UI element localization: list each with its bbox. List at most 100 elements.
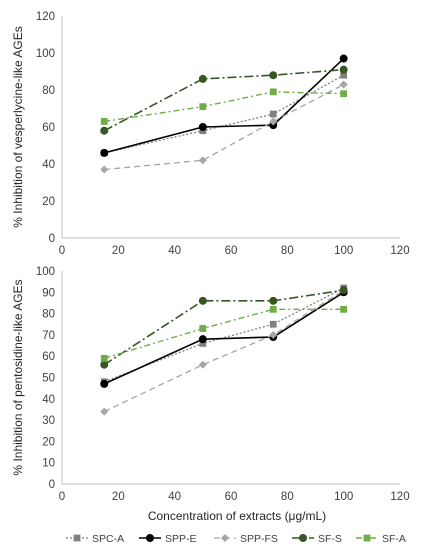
x-tick-label: 0: [59, 491, 65, 503]
legend-label: SF-S: [318, 533, 342, 545]
series-sf-a: [100, 88, 348, 125]
y-tick-label: 50: [42, 373, 55, 385]
legend-entry-spp-fs: SPP-FS: [214, 533, 278, 545]
series-spp-e: [100, 54, 348, 157]
series-line-spp-e: [104, 57, 345, 154]
x-tick-label: 0: [59, 245, 65, 257]
x-tick-label: 60: [225, 245, 238, 257]
data-point-sf-s: [269, 296, 278, 305]
data-point-spp-fs: [100, 407, 109, 416]
data-point-spp-e: [198, 335, 207, 344]
data-point-spp-fs: [100, 165, 109, 174]
legend-label: SPP-E: [165, 533, 197, 545]
x-tick-label: 80: [281, 245, 294, 257]
chart-vesperlycine: 0 20 40 60 80 100 120 0 20 40 60 80 100 120 % Inhibiti…: [11, 11, 410, 257]
y-tick-label: 60: [42, 351, 55, 363]
data-point-sf-s: [198, 296, 207, 305]
y-tick-label: 60: [42, 122, 55, 134]
x-tick-label: 20: [112, 245, 125, 257]
legend-marker: [145, 534, 154, 543]
series-sf-s: [100, 286, 348, 369]
legend-label: SF-A: [382, 533, 406, 545]
data-point-sf-s: [100, 360, 109, 369]
legend-marker: [221, 534, 229, 542]
y-tick-label: 10: [42, 458, 55, 470]
data-point-spp-fs: [269, 330, 278, 339]
data-point-spc-a: [269, 320, 277, 328]
x-tick-label: 120: [390, 245, 409, 257]
chart-pentosidine: 0 10 20 30 40 50 60 70 80 90 100 0 20 40 60 80 100 120 % I…: [11, 266, 410, 523]
data-point-sf-a: [340, 305, 348, 313]
data-point-sf-a: [199, 103, 207, 111]
data-point-sf-s: [100, 126, 109, 135]
data-point-spp-fs: [339, 80, 348, 89]
y-tick-label: 40: [42, 394, 55, 406]
x-axis-title: Concentration of extracts (μg/mL): [148, 509, 326, 523]
y-tick-label: 30: [42, 415, 55, 427]
legend-label: SPC-A: [92, 533, 124, 545]
x-tick-label: 40: [168, 491, 181, 503]
y-tick-label: 20: [42, 196, 55, 208]
data-point-spp-e: [100, 148, 109, 157]
y-axis-title: % Inhibition of pentosidine-like AGEs: [11, 279, 25, 475]
series-sf-s: [100, 65, 348, 135]
series-line-spp-e: [103, 291, 345, 385]
series-spc-a: [100, 284, 348, 386]
series-line-spp-fs: [103, 289, 345, 413]
data-point-spc-a: [199, 340, 207, 347]
y-tick-label: 120: [36, 11, 55, 23]
data-point-sf-s: [339, 286, 348, 295]
data-point-sf-a: [100, 118, 108, 125]
y-tick-label: 0: [49, 479, 55, 491]
data-point-spp-e: [198, 123, 207, 132]
series-line-sf-s: [103, 289, 344, 366]
data-point-spc-a: [340, 71, 348, 79]
legend-entry-sf-s: SF-S: [292, 533, 342, 545]
series-line-sf-a: [104, 308, 344, 360]
data-point-spp-fs: [269, 117, 278, 126]
legend-entry-sf-a: SF-A: [356, 533, 406, 545]
data-point-sf-a: [269, 305, 277, 313]
legend-marker: [363, 534, 371, 542]
y-tick-label: 100: [36, 48, 55, 60]
data-point-sf-a: [269, 88, 277, 96]
data-point-sf-s: [339, 65, 348, 74]
series-line-sf-s: [103, 68, 344, 132]
y-tick-label: 80: [42, 309, 55, 321]
y-tick-label: 80: [42, 85, 55, 97]
y-tick-label: 20: [42, 436, 55, 448]
data-point-spp-e: [339, 54, 348, 63]
legend-label: SPP-FS: [240, 533, 278, 545]
data-point-sf-a: [100, 354, 108, 362]
data-point-spc-a: [269, 110, 277, 118]
y-axis-title: % Inhibition of vesperlycine-like AGEs: [11, 26, 25, 227]
y-tick-label: 0: [49, 233, 55, 245]
x-tick-label: 80: [281, 491, 294, 503]
legend-entry-spc-a: SPC-A: [66, 533, 124, 545]
x-tick-label: 120: [390, 491, 409, 503]
data-point-spp-e: [100, 379, 109, 388]
y-tick-label: 70: [42, 330, 55, 342]
data-point-spp-fs: [198, 360, 207, 369]
series-line-sf-a: [104, 91, 344, 123]
series-spp-fs: [100, 80, 348, 174]
legend-entry-spp-e: SPP-E: [139, 533, 197, 545]
series-line-spc-a: [104, 287, 344, 383]
series-sf-a: [100, 305, 348, 362]
data-point-sf-s: [269, 71, 278, 80]
legend-marker: [298, 534, 307, 543]
x-tick-label: 20: [112, 491, 125, 503]
x-tick-label: 100: [334, 245, 353, 257]
x-tick-label: 40: [168, 245, 181, 257]
x-tick-label: 60: [225, 491, 238, 503]
data-point-spp-fs: [198, 156, 207, 165]
legend: SPC-A SPP-E SPP-FS SF-S SF-A: [66, 533, 406, 545]
x-tick-label: 100: [334, 491, 353, 503]
series-spp-e: [100, 288, 348, 388]
data-point-sf-a: [199, 325, 207, 332]
data-point-sf-s: [198, 74, 207, 83]
legend-marker: [73, 534, 81, 542]
data-point-sf-a: [340, 90, 348, 98]
y-tick-label: 90: [42, 287, 55, 299]
